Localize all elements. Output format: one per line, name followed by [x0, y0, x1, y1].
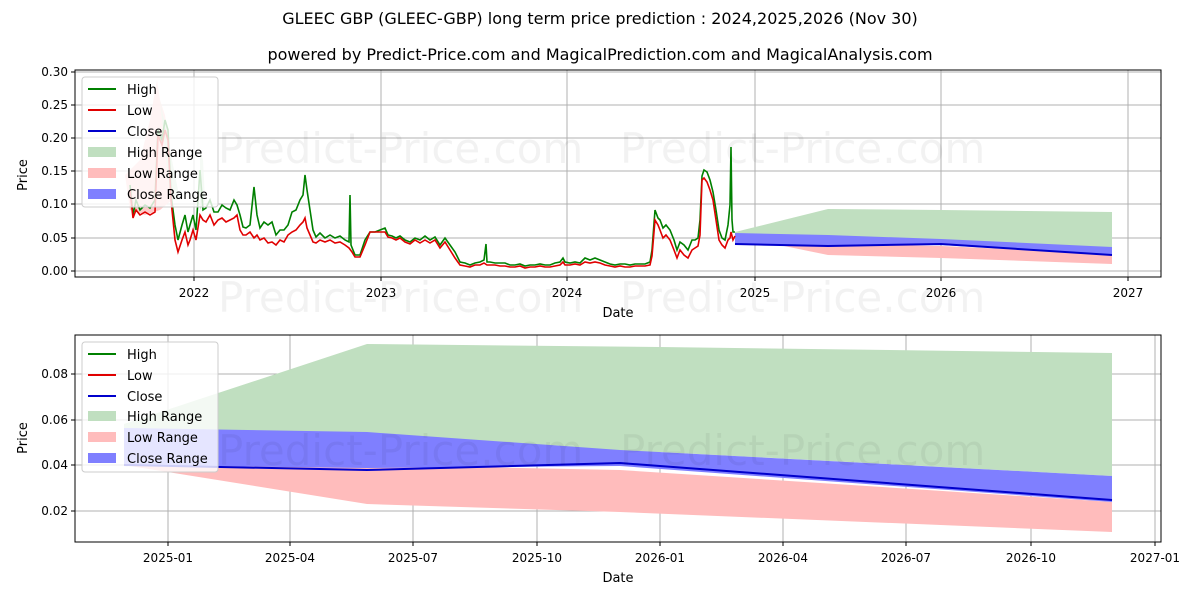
legend-low-range-swatch: [88, 432, 116, 442]
bottom-ytick: 0.08: [41, 367, 68, 381]
top-ylabel: Price: [16, 159, 31, 191]
bottom-close-range-area: [124, 428, 1112, 502]
top-xtick: 2023: [366, 286, 397, 300]
bottom-xtick: 2025-10: [512, 551, 562, 565]
legend-high-range-swatch: [88, 411, 116, 421]
bottom-xtick: 2025-07: [388, 551, 438, 565]
watermark: Predict-Price.com: [218, 124, 583, 173]
bottom-ytick: 0.06: [41, 413, 68, 427]
bottom-xlabel: Date: [602, 571, 633, 586]
legend-high-label: High: [127, 83, 157, 98]
top-low-range-area: [735, 236, 1112, 264]
legend-close-range-label: Close Range: [127, 188, 208, 203]
top-xtick: 2027: [1113, 286, 1144, 300]
legend-close-label: Close: [127, 125, 162, 140]
watermark: Predict-Price.com: [620, 426, 985, 475]
bottom-xtick: 2026-04: [758, 551, 808, 565]
top-xtick: 2022: [179, 286, 210, 300]
bottom-xtick: 2025-04: [265, 551, 315, 565]
legend-low-range-label: Low Range: [127, 167, 198, 182]
bottom-xtick: 2026-01: [635, 551, 685, 565]
legend-low-label: Low: [127, 369, 153, 384]
top-ytick: 0.25: [41, 98, 68, 112]
watermark: Predict-Price.com: [218, 273, 583, 322]
top-xlabel: Date: [602, 306, 633, 321]
bottom-xtick: 2025-01: [143, 551, 193, 565]
bottom-legend: High Low Close High Range Low Range Clos…: [81, 341, 219, 473]
watermark: Predict-Price.com: [620, 273, 985, 322]
chart-subtitle: powered by Predict-Price.com and Magical…: [267, 45, 933, 64]
top-ytick: 0.05: [41, 231, 68, 245]
bottom-xtick: 2027-01: [1130, 551, 1180, 565]
top-axes-frame: [74, 69, 1162, 278]
legend-close-range-label: Close Range: [127, 452, 208, 467]
legend-high-range-label: High Range: [127, 410, 202, 425]
legend-close-range-swatch: [88, 453, 116, 463]
bottom-ytick: 0.04: [41, 458, 68, 472]
bottom-chart: Predict-Price.com Predict-Price.com 0.02…: [16, 334, 1180, 586]
bottom-xtick: 2026-07: [881, 551, 931, 565]
bottom-close-forecast-line: [123, 461, 1113, 501]
top-ytick: 0.30: [41, 65, 68, 79]
top-close-forecast-line: [734, 242, 1113, 256]
top-ytick: 0.15: [41, 164, 68, 178]
top-ytick: 0.20: [41, 131, 68, 145]
top-high-line: [129, 119, 735, 267]
watermark: Predict-Price.com: [620, 124, 985, 173]
bottom-axes-frame: [74, 334, 1162, 543]
bottom-ylabel: Price: [16, 422, 31, 454]
top-chart: Predict-Price.com Predict-Price.com Pred…: [16, 65, 1162, 322]
top-xtick: 2024: [552, 286, 583, 300]
bottom-xtick: 2026-10: [1006, 551, 1056, 565]
bottom-ytick: 0.02: [41, 504, 68, 518]
bottom-low-range-area: [124, 437, 1112, 532]
top-xtick: 2025: [740, 286, 771, 300]
top-low-line: [129, 129, 736, 269]
legend-close-label: Close: [127, 390, 162, 405]
legend-low-range-swatch: [88, 168, 116, 178]
legend-low-label: Low: [127, 104, 153, 119]
watermark: Predict-Price.com: [218, 426, 583, 475]
legend-high-label: High: [127, 348, 157, 363]
top-legend: High Low Close High Range Low Range Clos…: [81, 76, 219, 208]
top-ytick: 0.00: [41, 264, 68, 278]
legend-high-range-swatch: [88, 147, 116, 157]
top-ytick: 0.10: [41, 197, 68, 211]
legend-low-range-label: Low Range: [127, 431, 198, 446]
legend-high-range-label: High Range: [127, 146, 202, 161]
top-xtick: 2026: [926, 286, 957, 300]
legend-close-range-swatch: [88, 189, 116, 199]
chart-title: GLEEC GBP (GLEEC-GBP) long term price pr…: [282, 9, 918, 28]
